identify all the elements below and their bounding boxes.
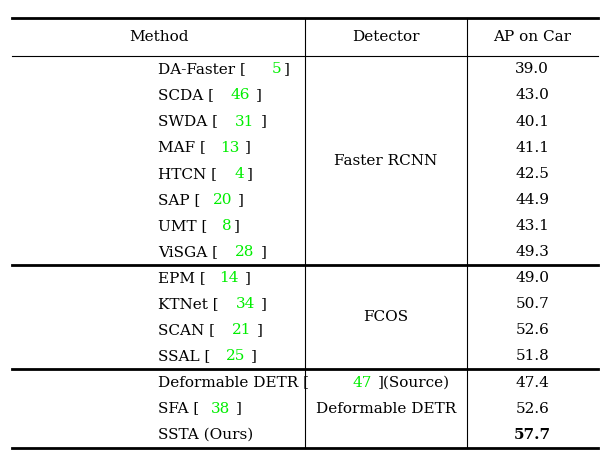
Text: 43.1: 43.1	[515, 219, 549, 233]
Text: FCOS: FCOS	[364, 310, 408, 324]
Text: ]: ]	[260, 245, 266, 259]
Text: ]: ]	[234, 219, 240, 233]
Text: 4: 4	[234, 166, 244, 181]
Text: 42.5: 42.5	[515, 166, 549, 181]
Text: 25: 25	[226, 349, 245, 364]
Text: ]: ]	[260, 114, 266, 129]
Text: SCAN [: SCAN [	[158, 323, 215, 338]
Text: 34: 34	[236, 297, 256, 311]
Text: 51.8: 51.8	[515, 349, 549, 364]
Text: ]: ]	[251, 349, 256, 364]
Text: Method: Method	[129, 30, 188, 44]
Text: ]: ]	[245, 140, 251, 155]
Text: SSAL [: SSAL [	[158, 349, 210, 364]
Text: SWDA [: SWDA [	[158, 114, 218, 129]
Text: ](Source): ](Source)	[378, 375, 450, 390]
Text: 46: 46	[230, 88, 249, 103]
Text: SFA [: SFA [	[158, 401, 199, 416]
Text: Detector: Detector	[352, 30, 420, 44]
Text: ]: ]	[256, 88, 261, 103]
Text: 31: 31	[235, 114, 255, 129]
Text: 8: 8	[221, 219, 231, 233]
Text: 39.0: 39.0	[515, 62, 549, 77]
Text: HTCN [: HTCN [	[158, 166, 217, 181]
Text: MAF [: MAF [	[158, 140, 206, 155]
Text: 38: 38	[211, 401, 231, 416]
Text: ]: ]	[236, 401, 242, 416]
Text: ]: ]	[238, 193, 243, 207]
Text: ]: ]	[246, 166, 253, 181]
Text: EPM [: EPM [	[158, 271, 206, 285]
Text: ]: ]	[257, 323, 262, 338]
Text: KTNet [: KTNet [	[158, 297, 218, 311]
Text: SAP [: SAP [	[158, 193, 200, 207]
Text: 52.6: 52.6	[515, 323, 549, 338]
Text: 50.7: 50.7	[515, 297, 549, 311]
Text: 21: 21	[232, 323, 251, 338]
Text: 13: 13	[220, 140, 239, 155]
Text: 49.3: 49.3	[515, 245, 549, 259]
Text: 57.7: 57.7	[514, 428, 551, 442]
Text: ]: ]	[245, 271, 251, 285]
Text: AP on Car: AP on Car	[493, 30, 571, 44]
Text: 40.1: 40.1	[515, 114, 549, 129]
Text: Deformable DETR: Deformable DETR	[316, 401, 456, 416]
Text: ViSGA [: ViSGA [	[158, 245, 218, 259]
Text: 43.0: 43.0	[515, 88, 549, 103]
Text: 47: 47	[353, 375, 372, 390]
Text: 14: 14	[220, 271, 239, 285]
Text: SSTA (Ours): SSTA (Ours)	[158, 428, 253, 442]
Text: Faster RCNN: Faster RCNN	[334, 153, 437, 168]
Text: 20: 20	[213, 193, 232, 207]
Text: 28: 28	[235, 245, 255, 259]
Text: 49.0: 49.0	[515, 271, 549, 285]
Text: 52.6: 52.6	[515, 401, 549, 416]
Text: Deformable DETR [: Deformable DETR [	[158, 375, 309, 390]
Text: 47.4: 47.4	[515, 375, 549, 390]
Text: DA-Faster [: DA-Faster [	[158, 62, 246, 77]
Text: 41.1: 41.1	[515, 140, 549, 155]
Text: ]: ]	[284, 62, 290, 77]
Text: 44.9: 44.9	[515, 193, 549, 207]
Text: SCDA [: SCDA [	[158, 88, 214, 103]
Text: 5: 5	[271, 62, 281, 77]
Text: UMT [: UMT [	[158, 219, 207, 233]
Text: ]: ]	[261, 297, 267, 311]
